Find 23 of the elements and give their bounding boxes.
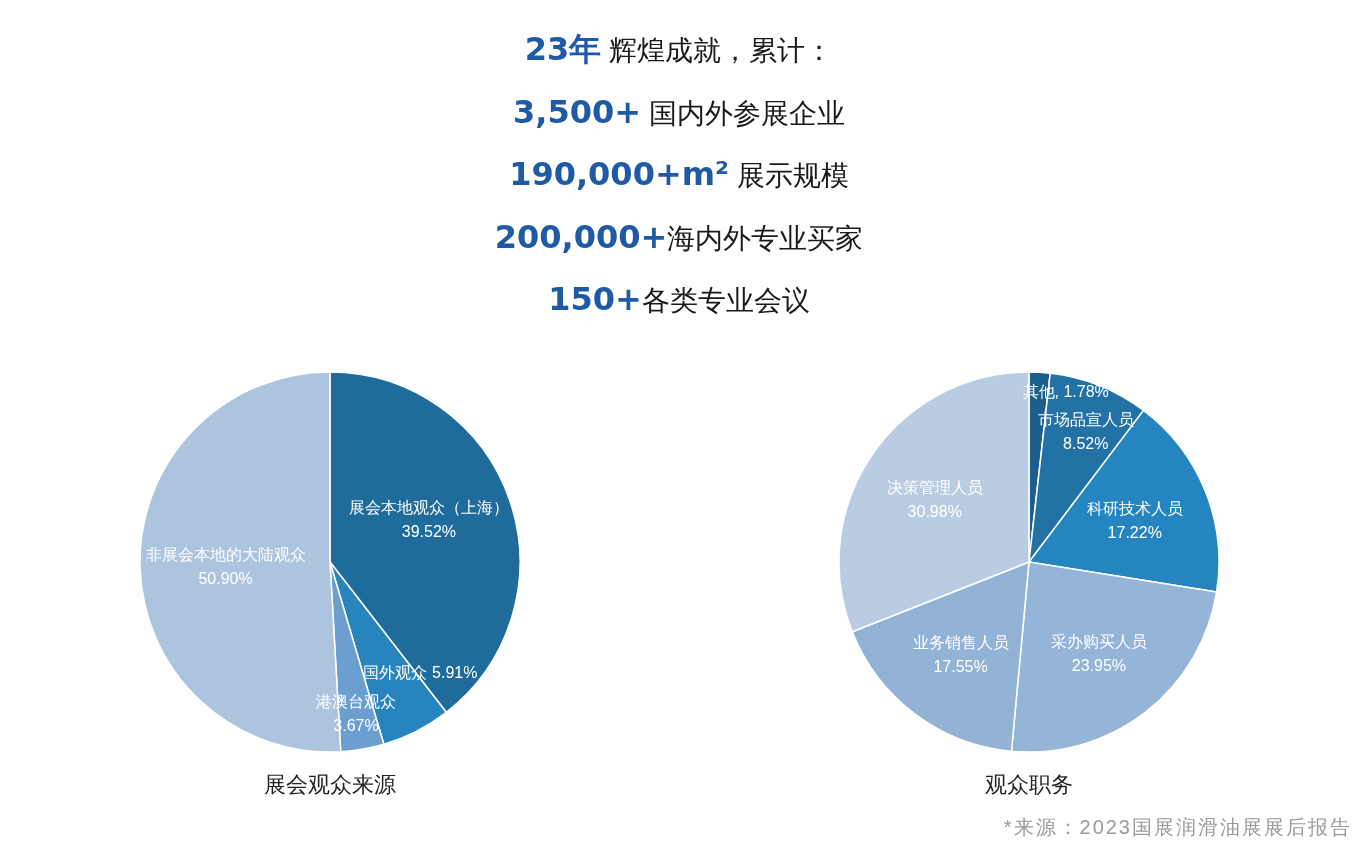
text: 展会观众来源 — [264, 772, 396, 797]
data-label: , 1.78% — [1054, 383, 1109, 401]
slice-label: 科研技术人员 — [1086, 500, 1183, 518]
text: 190,000+m² 展示规模 — [509, 155, 849, 193]
data-label: 39.52% — [401, 523, 457, 541]
data-label: 30.98% — [907, 502, 962, 520]
text: 150+各类专业会议 — [548, 280, 810, 318]
slice-label: 决策管理人员 — [886, 478, 983, 496]
text: 观众职务 — [985, 772, 1073, 797]
slice-label: 业务销售人员 — [912, 634, 1009, 652]
data-label: 8.52% — [1063, 434, 1109, 452]
text: 23年 辉煌成就，累计： — [524, 30, 834, 68]
slice-label: 展会本地观众（上海） — [348, 499, 509, 517]
data-label: 50.90% — [198, 569, 253, 587]
slice-label: 非展会本地的大陆观众 — [145, 545, 306, 563]
data-label: 23.95% — [1071, 657, 1127, 675]
slice-label: 采办购买人员 — [1050, 633, 1147, 651]
data-label: 17.22% — [1107, 524, 1162, 542]
text: *来源：2023国展润滑油展展后报告 — [1003, 816, 1352, 838]
text: 200,000+海内外专业买家 — [494, 217, 864, 256]
text: 3,500+ 国内外参展企业 — [513, 92, 845, 131]
data-label: 17.55% — [933, 658, 988, 676]
data-label: 5.91% — [432, 663, 478, 681]
